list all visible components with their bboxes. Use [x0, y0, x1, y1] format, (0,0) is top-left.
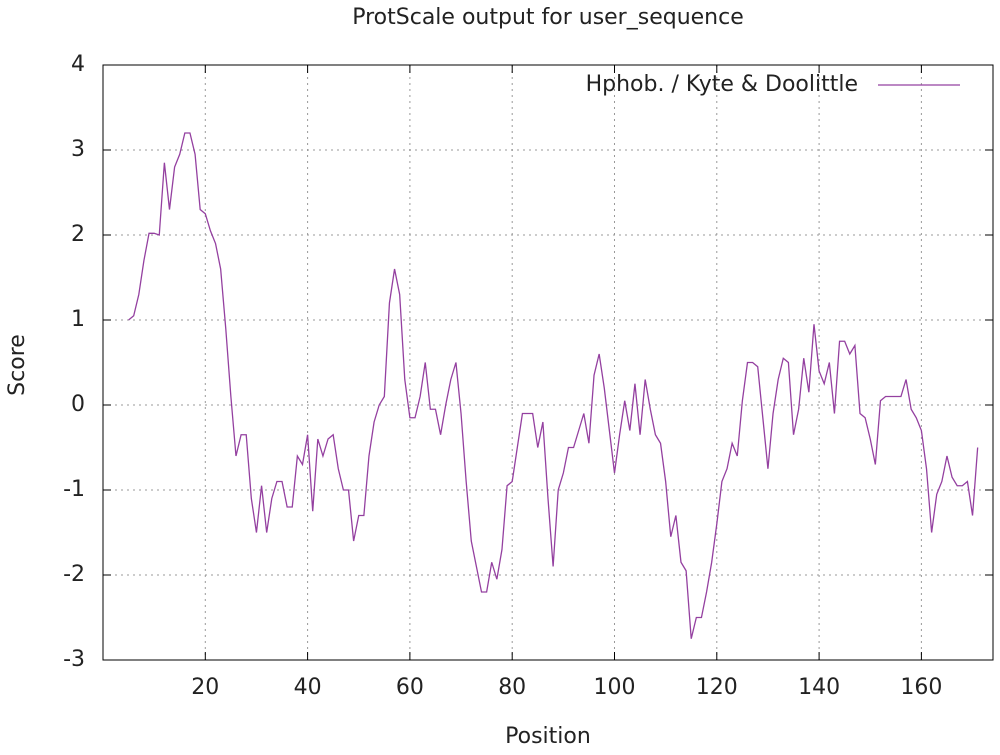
y-tick-label: 2 — [71, 222, 85, 247]
y-axis-label: Score — [5, 334, 30, 396]
x-tick-label: 20 — [191, 675, 219, 700]
y-tick-label: 1 — [71, 307, 85, 332]
chart-title: ProtScale output for user_sequence — [352, 5, 744, 30]
x-tick-label: 60 — [396, 675, 424, 700]
plot-frame — [102, 64, 994, 661]
x-tick-label: 80 — [498, 675, 526, 700]
x-tick-label: 160 — [900, 675, 942, 700]
y-tick-label: 4 — [71, 52, 85, 77]
x-axis-label: Position — [505, 724, 591, 749]
legend-label: Hphob. / Kyte & Doolittle — [586, 72, 858, 97]
y-tick-label: 0 — [71, 392, 85, 417]
y-tick-label: -1 — [63, 477, 85, 502]
x-tick-label: 140 — [798, 675, 840, 700]
y-tick-label: 3 — [71, 137, 85, 162]
data-line — [128, 132, 979, 639]
x-tick-label: 120 — [696, 675, 738, 700]
x-tick-label: 100 — [593, 675, 635, 700]
y-tick-label: -2 — [63, 562, 85, 587]
x-tick-label: 40 — [294, 675, 322, 700]
y-tick-label: -3 — [63, 647, 85, 672]
